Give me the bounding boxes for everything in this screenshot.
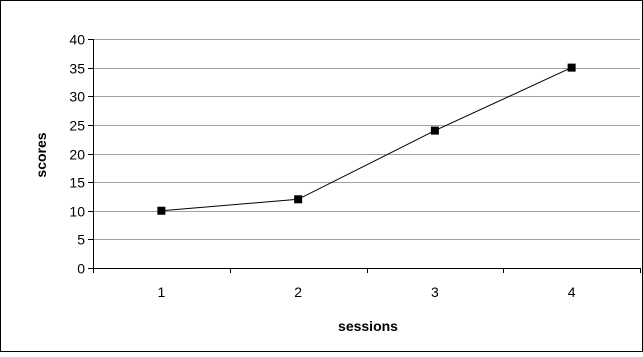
y-tick-label-20: 20 [69,147,85,163]
x-tick-label-2: 2 [294,284,302,300]
data-point-4 [567,63,576,72]
y-tick-label-5: 5 [77,232,85,248]
data-point-3 [430,126,439,135]
data-point-1 [157,206,166,215]
series-line-0 [161,67,572,212]
y-tick-label-0: 0 [77,261,85,277]
y-tick-label-15: 15 [69,175,85,191]
x-tick-label-1: 1 [157,284,165,300]
data-point-2 [294,195,303,204]
y-tick-label-30: 30 [69,89,85,105]
y-tick-label-35: 35 [69,61,85,77]
y-tick-label-25: 25 [69,118,85,134]
y-tick-label-40: 40 [69,32,85,48]
x-axis-label: sessions [338,318,398,334]
x-tick-label-4: 4 [568,284,576,300]
y-axis-label: scores [33,132,49,177]
y-tick-label-10: 10 [69,204,85,220]
x-tick-label-3: 3 [431,284,439,300]
